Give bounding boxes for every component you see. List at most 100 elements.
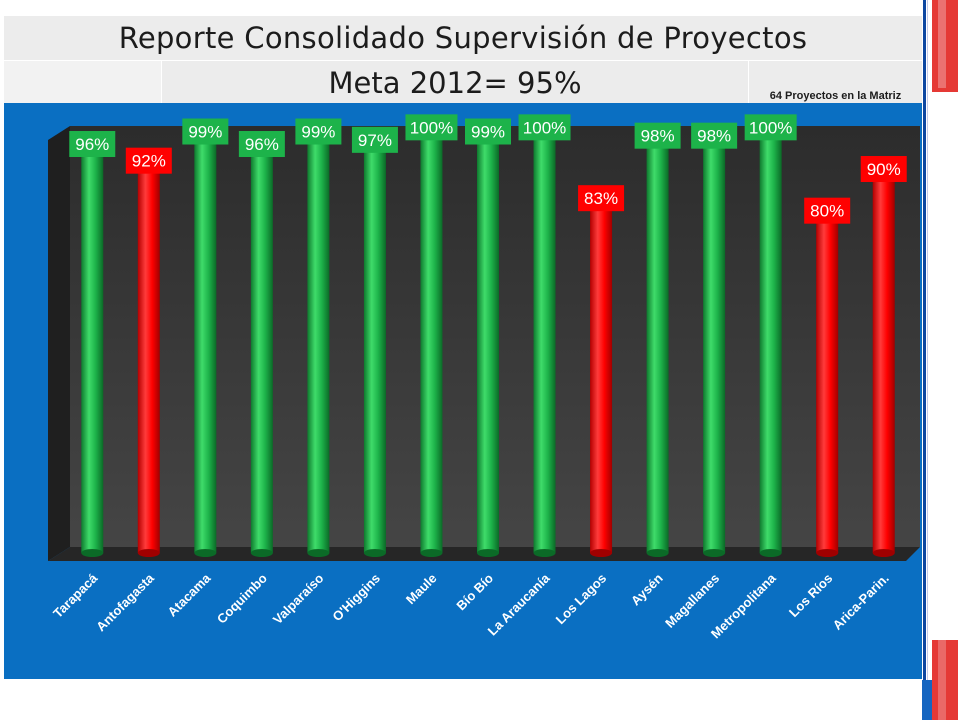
bar-base	[194, 549, 217, 557]
bar-base	[137, 549, 160, 557]
bar	[703, 140, 726, 557]
bar	[81, 149, 104, 557]
bar-body	[307, 140, 330, 554]
bar-body	[872, 178, 895, 553]
decorative-stripes	[922, 0, 960, 720]
goal-subtitle: Meta 2012= 95%	[162, 61, 749, 103]
data-label: 99%	[295, 118, 342, 145]
data-label-text: 97%	[358, 131, 392, 150]
data-label-text: 83%	[584, 189, 618, 208]
bar-body	[363, 148, 386, 553]
data-labels-layer: 96% 92% 99% 96% 99% 97% 100% 99% 100% 83% 98% 98% 10…	[69, 114, 907, 224]
data-label-text: 92%	[132, 152, 166, 171]
data-label: 99%	[465, 118, 511, 145]
projects-note: 64 Proyectos en la Matriz	[769, 90, 902, 102]
data-label-box	[804, 197, 851, 224]
x-tick-label: Magallanes	[662, 571, 722, 631]
bar-base	[363, 549, 386, 557]
bar	[420, 132, 443, 557]
bar	[477, 136, 499, 557]
data-label-text: 80%	[810, 202, 844, 221]
data-label-text: 90%	[867, 160, 901, 179]
data-label: 96%	[69, 131, 116, 158]
bar-body	[590, 207, 613, 554]
bars-layer	[81, 132, 895, 557]
bar	[759, 132, 782, 557]
bar-base	[590, 549, 613, 557]
data-label-box	[351, 126, 398, 153]
chart-side-wall	[48, 126, 70, 561]
subtitle-left-cell	[4, 61, 162, 103]
x-tick-label: Coquimbo	[214, 570, 270, 626]
bar-body	[533, 136, 556, 553]
x-tick-label: Valparaíso	[270, 570, 327, 627]
bar-body	[137, 169, 160, 553]
x-tick-label: Bío Bío	[453, 570, 496, 613]
data-label: 100%	[744, 114, 797, 141]
bar-base	[250, 549, 273, 557]
bar	[363, 144, 386, 557]
data-label-box	[238, 131, 285, 158]
data-label-box	[465, 118, 511, 145]
data-label: 99%	[182, 118, 229, 145]
bar-base	[477, 549, 499, 557]
data-label-text: 99%	[471, 123, 505, 142]
bar-body	[250, 153, 273, 553]
data-label-text: 96%	[245, 135, 279, 154]
data-label: 90%	[860, 156, 907, 183]
bar-body	[420, 136, 443, 553]
bar-body	[759, 136, 782, 553]
data-label: 80%	[804, 197, 851, 224]
data-label-box	[744, 114, 797, 141]
data-label-box	[518, 114, 571, 141]
bar-base	[646, 549, 669, 557]
data-label-text: 98%	[697, 127, 731, 146]
data-label-text: 98%	[641, 127, 675, 146]
data-label-text: 96%	[75, 135, 109, 154]
bar-body	[477, 140, 499, 554]
bar-body	[703, 144, 726, 553]
x-tick-label: O'Higgins	[329, 571, 383, 625]
data-label-box	[405, 114, 458, 141]
x-tick-label: Los Ríos	[786, 571, 835, 620]
x-tick-label: Los Lagos	[553, 571, 610, 628]
data-label-box	[125, 147, 172, 174]
bar	[872, 174, 895, 557]
bar-base	[307, 549, 330, 557]
data-label-text: 100%	[523, 118, 566, 137]
bar	[533, 132, 556, 557]
bar-base	[816, 549, 839, 557]
data-label: 83%	[578, 185, 625, 212]
bar	[137, 165, 160, 557]
data-label-text: 99%	[301, 123, 335, 142]
x-tick-label: Arica-Parin.	[830, 571, 892, 633]
bar	[250, 149, 273, 557]
bar-body	[816, 219, 839, 553]
bar-body	[646, 144, 669, 553]
data-label: 98%	[691, 122, 738, 149]
bar	[194, 136, 217, 557]
bar-base	[872, 549, 895, 557]
data-label: 100%	[518, 114, 571, 141]
data-label-text: 99%	[188, 123, 222, 142]
data-label: 92%	[125, 147, 172, 174]
bar	[307, 136, 330, 557]
x-tick-label: Tarapacá	[50, 570, 101, 621]
bar	[590, 203, 613, 557]
title-box: Reporte Consolidado Supervisión de Proye…	[4, 16, 922, 61]
data-label-box	[860, 156, 907, 183]
data-label-box	[295, 118, 342, 145]
data-label: 98%	[634, 122, 681, 149]
data-label-box	[182, 118, 229, 145]
bar-base	[81, 549, 104, 557]
bar-base	[759, 549, 782, 557]
data-label-text: 100%	[749, 118, 792, 137]
data-label: 97%	[351, 126, 398, 153]
bar	[816, 215, 839, 557]
bar-body	[194, 140, 217, 554]
data-label-text: 100%	[410, 118, 453, 137]
x-tick-label: Antofagasta	[93, 570, 157, 634]
data-label-box	[69, 131, 116, 158]
